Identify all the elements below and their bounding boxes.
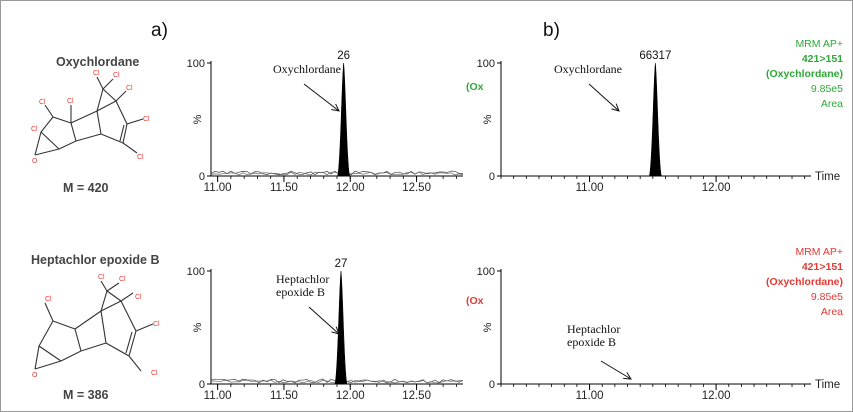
molecule-name: Oxychlordane bbox=[56, 55, 139, 69]
peak-label: 26 bbox=[337, 50, 350, 62]
legend-line: MRM AP+ bbox=[795, 246, 843, 258]
atom-label-cl: Cl bbox=[39, 99, 46, 106]
y-tick-label: 0 bbox=[199, 171, 205, 183]
y-axis-title: % bbox=[482, 322, 494, 332]
atom-label-o: O bbox=[32, 372, 38, 379]
legend-line: 421>151 bbox=[802, 261, 843, 273]
peak-label: 66317 bbox=[639, 50, 671, 62]
oxychlordane-structure-image bbox=[34, 76, 144, 156]
compound-annotation: epoxide B bbox=[276, 285, 325, 299]
atom-label-cl: Cl bbox=[31, 126, 38, 133]
atom-label-cl: Cl bbox=[153, 321, 160, 328]
y-tick-label: 100 bbox=[187, 58, 205, 70]
y-tick-label: 100 bbox=[477, 266, 495, 278]
legend-line: MRM AP+ bbox=[795, 38, 843, 50]
atom-label-cl: Cl bbox=[113, 72, 120, 79]
y-tick-label: 0 bbox=[489, 379, 495, 391]
annotation-arrow bbox=[303, 83, 340, 112]
atom-label-cl: Cl bbox=[67, 98, 74, 105]
chromatogram-a-heptachlor-epoxide-b: 0 100% 11.00 11.50 12.00 12.50 27 Heptachlorepo… bbox=[187, 258, 464, 402]
atom-label-cl: Cl bbox=[126, 85, 133, 92]
peak-label: 27 bbox=[335, 258, 348, 270]
atom-label-o: O bbox=[32, 158, 38, 165]
compound-annotation: Oxychlordane bbox=[554, 62, 622, 76]
x-tick-label: 11.00 bbox=[576, 390, 604, 402]
x-tick-label: 12.00 bbox=[702, 390, 731, 402]
compound-annotation: Heptachlor bbox=[276, 272, 329, 286]
legend-line: Area bbox=[821, 306, 843, 318]
annotation-arrow bbox=[588, 83, 620, 112]
x-axis-title: Time bbox=[815, 171, 840, 183]
chromatogram-peak bbox=[648, 62, 662, 177]
legend-line: 9.85e5 bbox=[811, 83, 843, 95]
x-tick-label: 11.00 bbox=[576, 182, 604, 194]
x-tick-label: 12.50 bbox=[402, 182, 431, 194]
chromatogram-peak bbox=[334, 270, 348, 385]
atom-label-cl: Cl bbox=[98, 274, 105, 281]
legend-line: 9.85e5 bbox=[811, 291, 843, 303]
chromatogram-peak bbox=[337, 62, 351, 177]
arrow-head bbox=[331, 326, 340, 335]
chromatogram-b-oxychlordane: 0 100% 11.00 12.00 Time 66317 Oxychlordane MRM … bbox=[477, 38, 844, 194]
y-tick-label: 0 bbox=[489, 171, 495, 183]
atom-label-cl: Cl bbox=[137, 154, 144, 161]
noise-trace bbox=[210, 171, 464, 176]
atom-label-cl: Cl bbox=[45, 296, 52, 303]
y-tick-label: 100 bbox=[477, 58, 495, 70]
atom-label-cl: Cl bbox=[93, 70, 100, 77]
molecule-mass: M = 386 bbox=[63, 388, 109, 402]
heptachlor-epoxide-structure-image bbox=[34, 280, 154, 372]
x-axis-title: Time bbox=[815, 379, 840, 391]
atom-label-cl: Cl bbox=[151, 370, 158, 377]
compound-annotation: epoxide B bbox=[567, 335, 616, 349]
x-tick-label: 12.50 bbox=[402, 390, 431, 402]
atom-label-cl: Cl bbox=[119, 276, 126, 283]
y-axis-title: % bbox=[192, 114, 204, 124]
legend-cut-label: (Ox bbox=[466, 81, 484, 93]
legend-line: Area bbox=[821, 98, 843, 110]
y-tick-label: 100 bbox=[187, 266, 205, 278]
annotation-arrow bbox=[600, 360, 632, 380]
molecule-name: Heptachlor epoxide B bbox=[31, 253, 160, 267]
x-tick-label: 11.50 bbox=[270, 390, 298, 402]
arrow-head bbox=[623, 372, 632, 380]
molecule-mass: M = 420 bbox=[63, 181, 109, 195]
molecule-oxychlordane: Oxychlordane bbox=[31, 55, 150, 195]
legend-line: (Oxychlordane) bbox=[766, 276, 843, 288]
x-tick-label: 11.00 bbox=[204, 182, 232, 194]
x-tick-label: 12.00 bbox=[336, 182, 365, 194]
x-tick-label: 12.00 bbox=[702, 182, 731, 194]
molecule-heptachlor-epoxide-b: Heptachlor epoxide B bbox=[31, 253, 160, 402]
compound-annotation: Heptachlor bbox=[567, 322, 620, 336]
x-tick-label: 11.50 bbox=[270, 182, 298, 194]
legend-line: (Oxychlordane) bbox=[766, 68, 843, 80]
arrow-head bbox=[611, 103, 620, 112]
legend-line: 421>151 bbox=[802, 53, 843, 65]
compound-annotation: Oxychlordane bbox=[273, 62, 341, 76]
arrow-head bbox=[331, 103, 340, 112]
panel-label-a: a) bbox=[151, 20, 168, 41]
x-tick-label: 12.00 bbox=[336, 390, 365, 402]
atom-label-cl: Cl bbox=[135, 294, 142, 301]
atom-label-cl: Cl bbox=[143, 116, 150, 123]
panel-label-b: b) bbox=[543, 20, 560, 41]
y-axis-title: % bbox=[482, 114, 494, 124]
y-axis-title: % bbox=[192, 322, 204, 332]
legend-cut-label: (Ox bbox=[466, 295, 484, 307]
x-tick-label: 11.00 bbox=[204, 390, 232, 402]
annotation-arrow bbox=[308, 306, 340, 335]
y-tick-label: 0 bbox=[199, 379, 205, 391]
